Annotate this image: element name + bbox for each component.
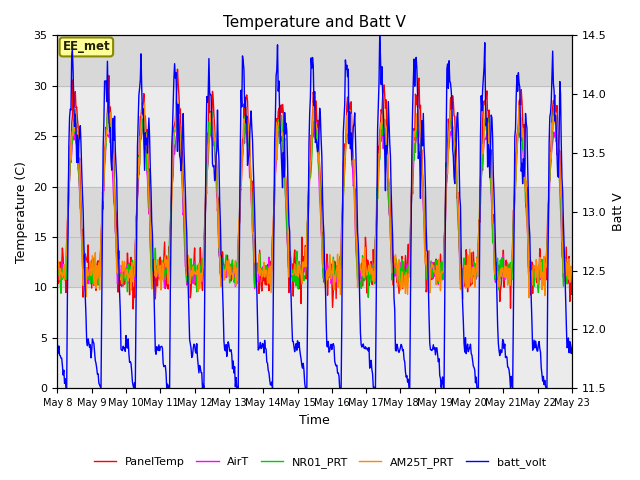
- NR01_PRT: [54, 269, 61, 275]
- Line: NR01_PRT: NR01_PRT: [58, 104, 605, 297]
- PanelTemp: [390, 282, 397, 288]
- batt_volt: [118, 348, 126, 353]
- PanelTemp: [268, 259, 276, 265]
- NR01_PRT: [364, 294, 372, 300]
- batt_volt: [420, 144, 428, 149]
- AM25T_PRT: [246, 132, 253, 138]
- AM25T_PRT: [54, 264, 61, 270]
- batt_volt: [220, 309, 227, 314]
- Title: Temperature and Batt V: Temperature and Batt V: [223, 15, 406, 30]
- NR01_PRT: [266, 267, 274, 273]
- batt_volt: [54, 342, 61, 348]
- AirT: [54, 274, 61, 280]
- AM25T_PRT: [419, 192, 427, 198]
- NR01_PRT: [419, 187, 427, 193]
- AirT: [220, 276, 227, 282]
- Line: PanelTemp: PanelTemp: [58, 69, 605, 309]
- Text: EE_met: EE_met: [63, 40, 110, 53]
- PanelTemp: [118, 284, 125, 289]
- NR01_PRT: [246, 150, 253, 156]
- AirT: [346, 115, 353, 120]
- AirT: [246, 166, 254, 171]
- X-axis label: Time: Time: [300, 414, 330, 427]
- NR01_PRT: [219, 264, 227, 270]
- AM25T_PRT: [219, 276, 227, 281]
- NR01_PRT: [550, 101, 558, 107]
- Y-axis label: Temperature (C): Temperature (C): [15, 161, 28, 263]
- AM25T_PRT: [459, 296, 467, 302]
- Bar: [58, 36, 572, 86]
- batt_volt: [62, 385, 70, 391]
- batt_volt: [602, 346, 609, 352]
- Legend: PanelTemp, AirT, NR01_PRT, AM25T_PRT, batt_volt: PanelTemp, AirT, NR01_PRT, AM25T_PRT, ba…: [90, 452, 550, 472]
- PanelTemp: [602, 292, 609, 298]
- PanelTemp: [173, 66, 181, 72]
- Line: AM25T_PRT: AM25T_PRT: [58, 97, 605, 299]
- NR01_PRT: [118, 274, 125, 279]
- PanelTemp: [220, 262, 228, 267]
- PanelTemp: [54, 266, 61, 272]
- PanelTemp: [420, 215, 428, 220]
- NR01_PRT: [602, 260, 609, 265]
- PanelTemp: [129, 306, 137, 312]
- AM25T_PRT: [602, 270, 609, 276]
- Y-axis label: Batt V: Batt V: [612, 192, 625, 231]
- Line: batt_volt: batt_volt: [58, 36, 605, 388]
- batt_volt: [390, 264, 397, 269]
- AM25T_PRT: [118, 281, 125, 287]
- batt_volt: [268, 382, 275, 388]
- AM25T_PRT: [266, 264, 274, 269]
- Bar: [58, 187, 572, 288]
- AirT: [602, 281, 609, 287]
- NR01_PRT: [388, 269, 396, 275]
- batt_volt: [246, 118, 254, 124]
- AirT: [118, 262, 126, 268]
- AirT: [80, 288, 88, 294]
- Line: AirT: AirT: [58, 118, 605, 291]
- AM25T_PRT: [388, 261, 396, 266]
- AirT: [420, 214, 428, 220]
- AM25T_PRT: [380, 94, 387, 100]
- AirT: [268, 268, 275, 274]
- batt_volt: [376, 33, 383, 38]
- AirT: [390, 272, 397, 277]
- PanelTemp: [247, 186, 255, 192]
